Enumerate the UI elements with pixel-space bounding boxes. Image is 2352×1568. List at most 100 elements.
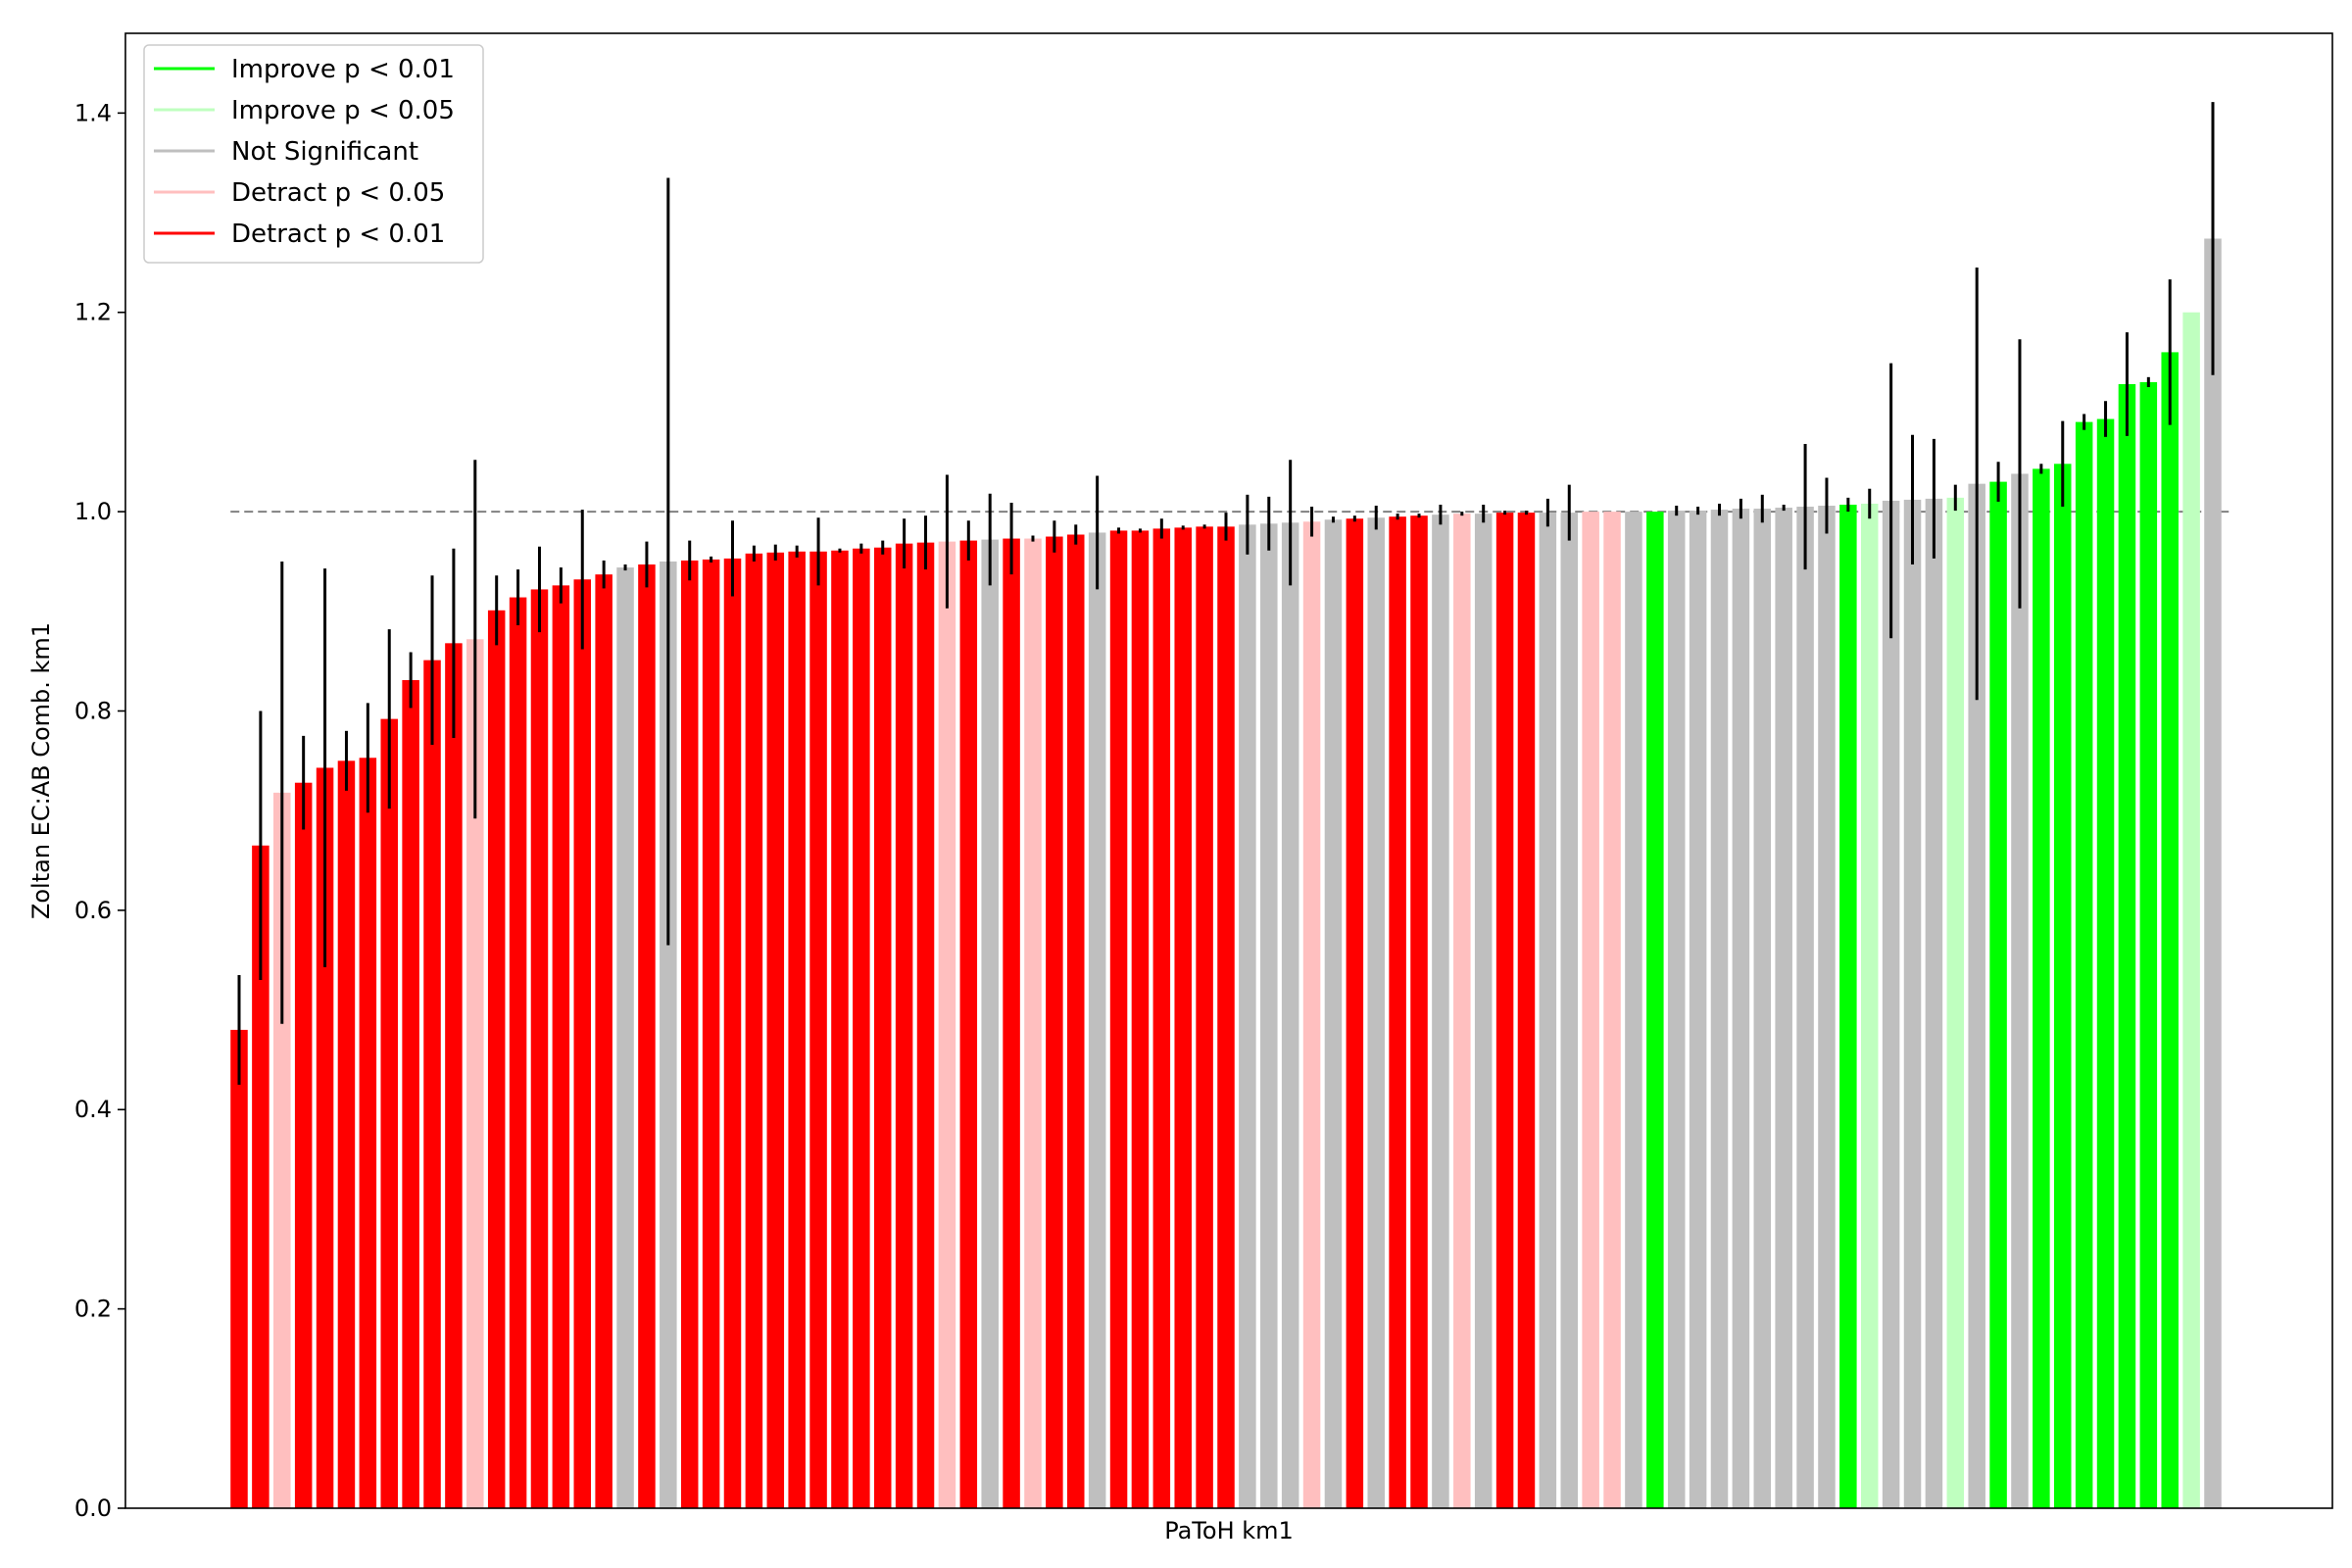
bar <box>1882 500 1900 1508</box>
bar <box>1367 517 1385 1508</box>
bar <box>1710 510 1729 1508</box>
bar <box>1989 481 2007 1509</box>
error-bars-layer <box>237 102 2215 1085</box>
bar <box>1925 498 1943 1508</box>
bar <box>1324 519 1343 1508</box>
bar <box>273 792 291 1508</box>
legend-label: Detract p < 0.01 <box>231 220 445 249</box>
bar <box>552 585 570 1508</box>
bar <box>337 760 356 1508</box>
bar <box>1302 521 1321 1508</box>
bar <box>1732 509 1750 1508</box>
bar <box>1217 526 1235 1508</box>
bar <box>809 551 827 1508</box>
bar <box>938 541 956 1508</box>
bar <box>423 660 441 1508</box>
legend-label: Detract p < 0.05 <box>231 178 445 208</box>
bar <box>680 560 699 1508</box>
bar <box>1152 528 1171 1508</box>
y-tick-label: 1.2 <box>74 299 112 326</box>
legend-label: Not Significant <box>231 137 418 167</box>
bar <box>1495 513 1514 1508</box>
bar <box>1067 534 1085 1508</box>
y-tick-label: 0.2 <box>74 1296 112 1323</box>
bar <box>702 559 720 1508</box>
bars-layer <box>230 238 2222 1509</box>
bar <box>1560 513 1579 1508</box>
bar <box>638 564 656 1508</box>
bar <box>1903 499 1922 1508</box>
bar <box>2139 381 2158 1508</box>
bar <box>530 589 549 1508</box>
bar <box>1196 526 1213 1508</box>
bar <box>445 643 463 1508</box>
y-tick-label: 0.0 <box>74 1494 112 1522</box>
y-axis: 0.0 0.2 0.4 0.6 0.8 1.0 1.2 1.4 <box>74 99 125 1522</box>
bar <box>916 542 935 1508</box>
bar <box>616 567 634 1508</box>
bar <box>2054 464 2072 1508</box>
bar <box>745 553 763 1508</box>
bar <box>1625 512 1642 1508</box>
bar <box>1453 514 1471 1508</box>
legend-label: Improve p < 0.05 <box>231 96 455 125</box>
bar <box>252 845 270 1508</box>
bar <box>1839 504 1857 1508</box>
y-tick-label: 0.4 <box>74 1096 112 1123</box>
bar <box>1603 512 1621 1508</box>
bar <box>1281 522 1299 1508</box>
bar <box>466 639 484 1508</box>
bar <box>595 574 612 1508</box>
legend: Improve p < 0.01 Improve p < 0.05 Not Sign… <box>143 44 484 264</box>
bar <box>959 540 978 1508</box>
bar <box>1174 527 1192 1508</box>
x-axis-label: PaToH km1 <box>1164 1517 1294 1544</box>
bar <box>660 561 677 1508</box>
y-tick-label: 1.0 <box>74 498 112 525</box>
bar <box>1517 513 1536 1508</box>
bar <box>873 547 892 1508</box>
bar <box>853 548 870 1508</box>
bar <box>788 551 806 1508</box>
y-tick-label: 0.8 <box>74 697 112 724</box>
bar <box>359 758 377 1508</box>
bar <box>1024 538 1042 1508</box>
bar <box>1389 516 1406 1508</box>
bar <box>1860 503 1879 1508</box>
bar <box>2204 238 2222 1509</box>
bar <box>1088 532 1106 1508</box>
bar <box>981 539 999 1508</box>
bar <box>1109 530 1128 1508</box>
bar <box>509 597 527 1508</box>
bar <box>1775 508 1792 1508</box>
bar <box>1689 511 1707 1508</box>
bar <box>1753 509 1772 1508</box>
bar <box>1796 507 1814 1508</box>
plot-frame <box>124 32 2333 1509</box>
bar <box>895 543 913 1508</box>
y-axis-label: Zoltan EC:AB Comb. km1 <box>27 622 55 919</box>
bar <box>1346 518 1364 1508</box>
bar <box>2161 352 2179 1508</box>
bar <box>766 552 785 1508</box>
bar <box>402 679 419 1508</box>
bar <box>294 782 313 1508</box>
bar <box>380 718 398 1508</box>
bar <box>1260 523 1278 1508</box>
bar <box>1432 514 1449 1508</box>
bar <box>1046 536 1063 1508</box>
bar <box>487 610 506 1508</box>
legend-box <box>143 44 484 264</box>
bar <box>1667 511 1686 1508</box>
bar <box>723 558 742 1508</box>
y-tick-label: 1.4 <box>74 99 112 126</box>
bar <box>1582 512 1599 1508</box>
bar <box>1646 512 1664 1508</box>
bar <box>1410 515 1428 1508</box>
bar <box>1239 524 1256 1508</box>
bar <box>1539 513 1557 1508</box>
bar <box>1474 514 1493 1508</box>
bar <box>2033 468 2050 1508</box>
bar <box>1003 538 1020 1508</box>
